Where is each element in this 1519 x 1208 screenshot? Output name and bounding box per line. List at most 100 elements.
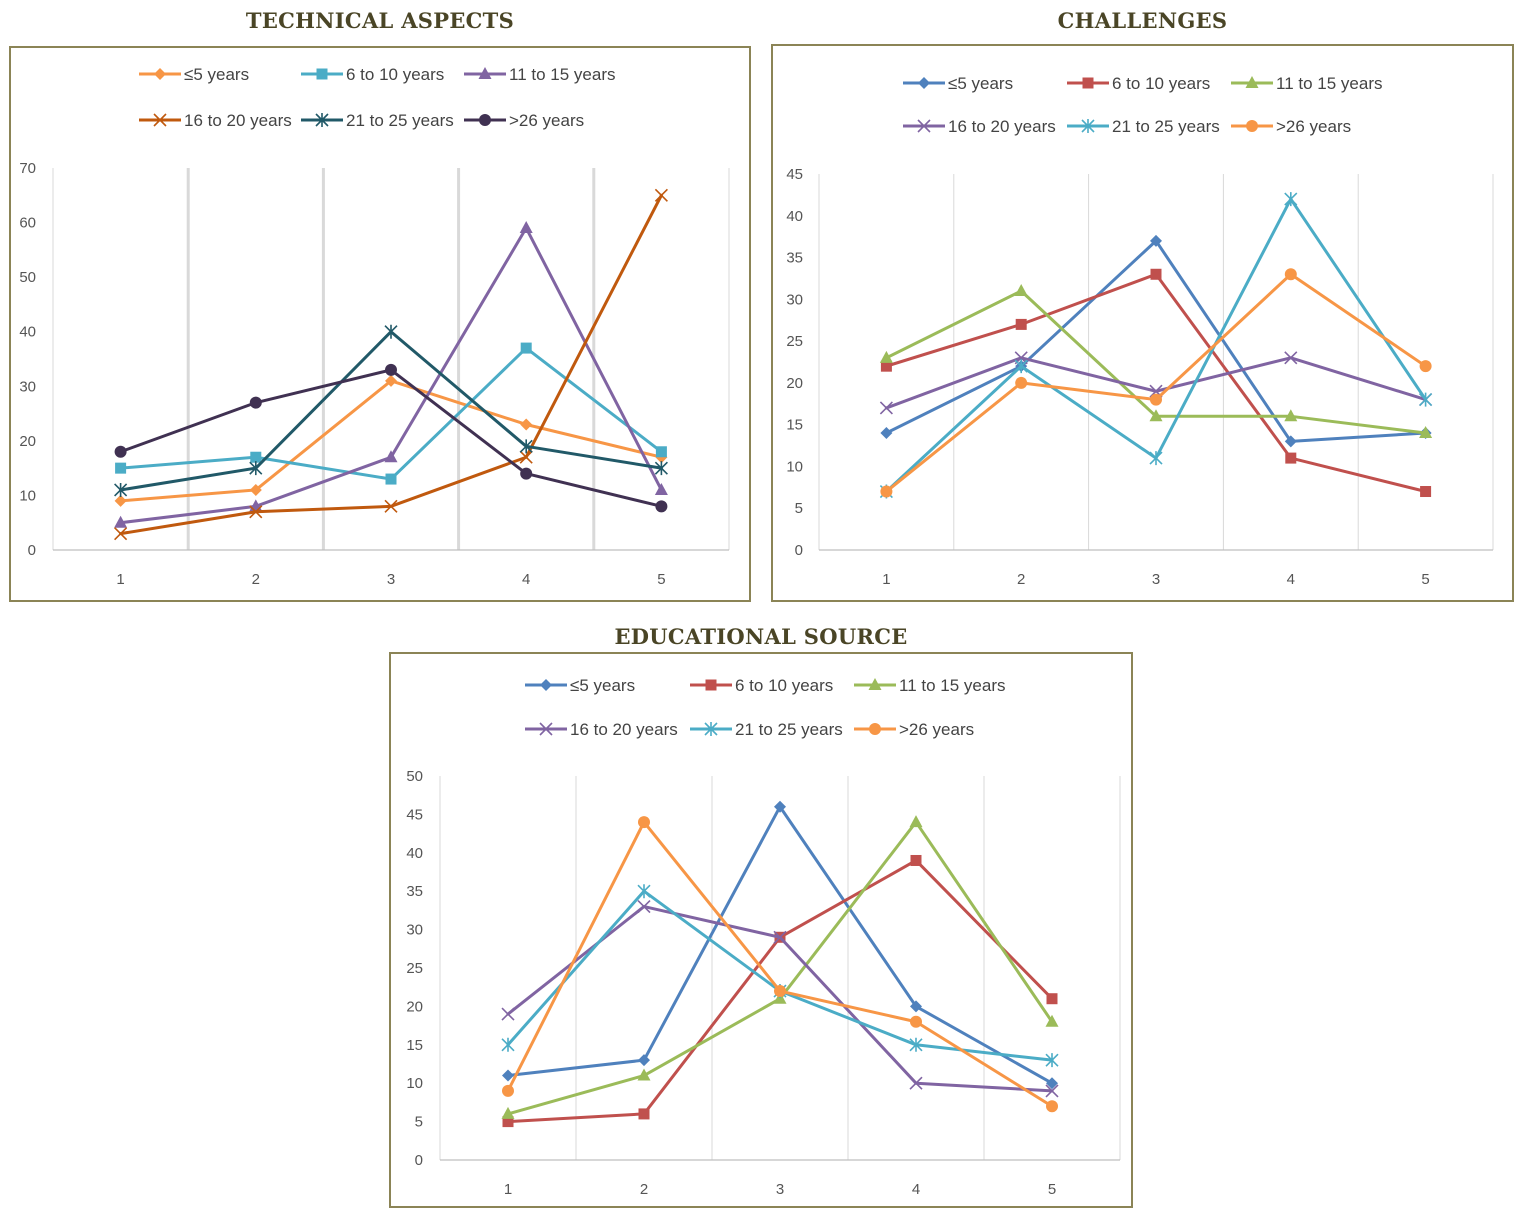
x-tick-label: 1 bbox=[504, 1181, 512, 1198]
legend-item: 11 to 15 years bbox=[1231, 74, 1382, 93]
x-tick-label: 1 bbox=[882, 571, 890, 588]
x-tick-label: 2 bbox=[1017, 571, 1025, 588]
legend-label: 21 to 25 years bbox=[346, 111, 454, 130]
legend-label: >26 years bbox=[1276, 117, 1351, 136]
data-point bbox=[774, 985, 786, 998]
series-6 bbox=[880, 268, 1432, 498]
data-point bbox=[1419, 426, 1433, 439]
legend-label: >26 years bbox=[899, 720, 974, 739]
y-tick-label: 35 bbox=[406, 883, 423, 900]
data-point bbox=[774, 800, 786, 813]
y-tick-label: 30 bbox=[786, 291, 803, 308]
data-point bbox=[520, 342, 532, 354]
series-line bbox=[506, 820, 1054, 1108]
series-6 bbox=[114, 363, 668, 513]
data-point bbox=[637, 884, 651, 899]
legend-item: ≤5 years bbox=[525, 676, 635, 695]
data-point bbox=[1014, 359, 1028, 374]
data-point bbox=[115, 462, 127, 474]
y-tick-label: 20 bbox=[19, 433, 36, 450]
legend-item: 16 to 20 years bbox=[525, 720, 678, 739]
legend-label: ≤5 years bbox=[948, 74, 1013, 93]
legend-marker bbox=[868, 678, 882, 690]
legend-marker bbox=[478, 67, 492, 79]
legend-label: 11 to 15 years bbox=[509, 65, 615, 84]
data-point bbox=[520, 467, 533, 480]
series-6 bbox=[502, 816, 1058, 1113]
legend-label: ≤5 years bbox=[570, 676, 635, 695]
legend-marker bbox=[479, 114, 491, 126]
gridlines bbox=[439, 776, 1121, 1160]
legend-item: 6 to 10 years bbox=[301, 65, 444, 84]
legend-item: 21 to 25 years bbox=[1067, 117, 1220, 136]
data-point bbox=[637, 1068, 651, 1081]
data-point bbox=[114, 445, 127, 458]
legend-label: 11 to 15 years bbox=[899, 676, 1005, 695]
data-point bbox=[114, 494, 127, 507]
data-point bbox=[1045, 1053, 1059, 1068]
legend-marker bbox=[1082, 77, 1094, 89]
data-point bbox=[1015, 318, 1027, 330]
legend-marker bbox=[917, 119, 931, 133]
x-tick-label: 5 bbox=[1048, 1181, 1056, 1198]
legend-marker bbox=[316, 68, 328, 80]
data-point bbox=[384, 324, 398, 339]
x-tick-label: 4 bbox=[522, 571, 530, 588]
y-tick-label: 25 bbox=[406, 960, 423, 977]
y-tick-label: 50 bbox=[406, 768, 423, 785]
legend-marker bbox=[1245, 76, 1259, 88]
y-tick-label: 10 bbox=[19, 487, 36, 504]
data-point bbox=[909, 1037, 923, 1052]
legend-marker bbox=[704, 722, 718, 736]
data-point bbox=[1045, 1084, 1059, 1098]
data-point bbox=[249, 461, 263, 476]
legend-item: 21 to 25 years bbox=[301, 111, 454, 130]
legend-label: 16 to 20 years bbox=[570, 720, 678, 739]
x-tick-label: 5 bbox=[657, 571, 665, 588]
data-point bbox=[880, 427, 893, 440]
series-3 bbox=[879, 283, 1433, 439]
legend-item: 11 to 15 years bbox=[464, 65, 615, 84]
legend-marker bbox=[705, 679, 717, 691]
data-point bbox=[655, 446, 667, 458]
data-point bbox=[519, 439, 533, 454]
data-point bbox=[1149, 409, 1163, 422]
y-tick-label: 0 bbox=[415, 1152, 423, 1169]
series-1 bbox=[502, 800, 1058, 1090]
legend-label: 6 to 10 years bbox=[346, 65, 444, 84]
data-point bbox=[880, 485, 893, 498]
y-tick-label: 10 bbox=[786, 458, 803, 475]
y-tick-label: 20 bbox=[406, 998, 423, 1015]
data-point bbox=[502, 1116, 514, 1128]
data-point bbox=[654, 482, 668, 495]
data-point bbox=[1284, 351, 1298, 365]
gridlines bbox=[52, 168, 730, 550]
data-point bbox=[502, 1084, 514, 1097]
data-point bbox=[638, 1054, 650, 1067]
series-1 bbox=[114, 374, 668, 507]
legend-marker bbox=[153, 113, 167, 127]
data-point bbox=[773, 930, 787, 944]
y-tick-label: 60 bbox=[19, 215, 36, 232]
y-tick-label: 50 bbox=[19, 269, 36, 286]
data-point bbox=[1150, 393, 1162, 406]
data-point bbox=[114, 482, 128, 497]
data-point bbox=[1015, 376, 1028, 389]
data-point bbox=[1284, 192, 1298, 207]
y-tick-label: 20 bbox=[786, 375, 803, 392]
data-point bbox=[910, 1015, 922, 1028]
y-tick-label: 45 bbox=[786, 166, 803, 183]
y-tick-label: 25 bbox=[786, 333, 803, 350]
data-point bbox=[114, 527, 128, 541]
legend: ≤5 years 6 to 10 years 11 to 15 years 16 to… bbox=[903, 74, 1382, 136]
data-point bbox=[909, 1076, 923, 1090]
data-point bbox=[637, 899, 651, 914]
y-tick-label: 70 bbox=[19, 160, 36, 177]
data-point bbox=[1285, 452, 1297, 464]
data-point bbox=[1420, 486, 1432, 498]
chart-technical-aspects-svg: 0 10 20 30 40 50 60 70 1 2 3 4 5 ≤5 years 6 to 10 year… bbox=[19, 65, 730, 588]
data-point bbox=[1284, 268, 1297, 281]
data-point bbox=[519, 450, 533, 464]
data-point bbox=[250, 451, 262, 463]
data-point bbox=[909, 815, 923, 828]
